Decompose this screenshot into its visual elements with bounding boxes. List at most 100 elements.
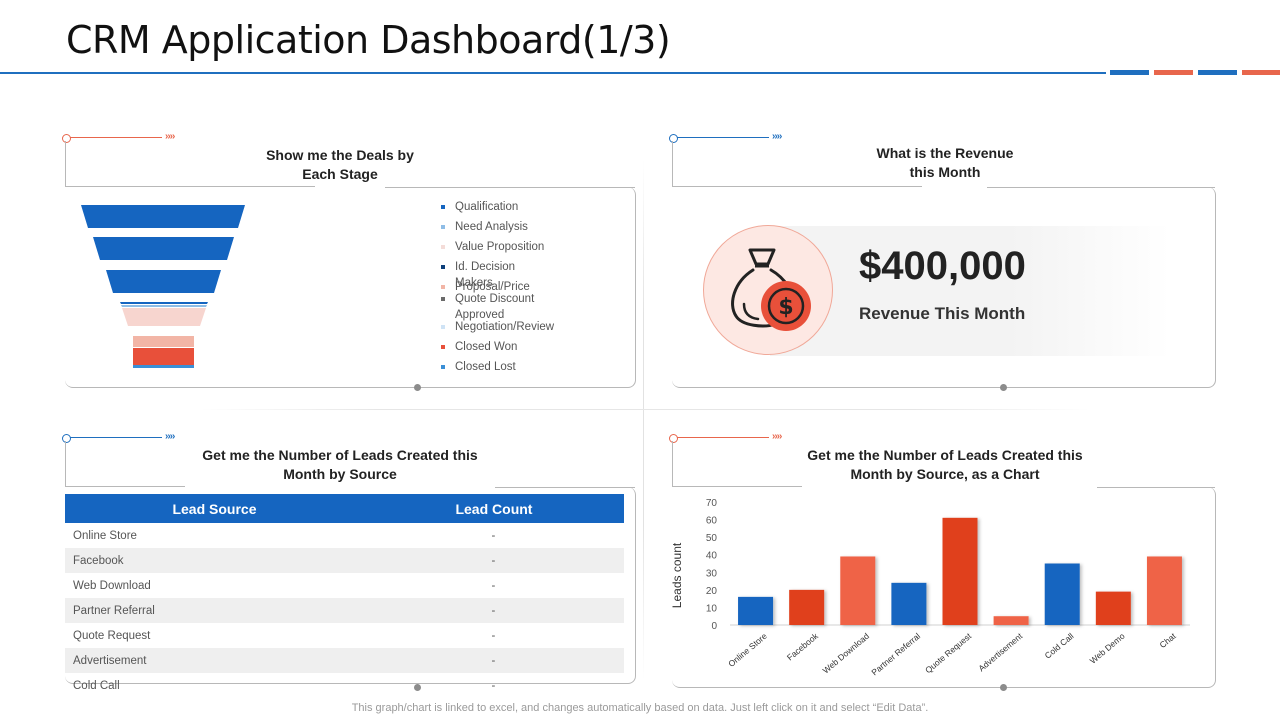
deals-funnel-chart [81, 205, 245, 368]
deals-panel-frame [65, 187, 636, 388]
panel-top-line [65, 186, 315, 187]
legend-label: Proposal/Price [455, 281, 530, 293]
panel-top-line [672, 186, 922, 187]
y-tick-label: 60 [706, 516, 718, 527]
panel-end-dot [414, 384, 421, 391]
bar-facebook[interactable] [789, 589, 825, 625]
y-axis-label: Leads count [670, 542, 684, 608]
legend-item: Value Proposition [441, 239, 544, 255]
funnel-stage-closed-won [133, 348, 194, 365]
x-tick-label: Online Store [726, 631, 769, 669]
panel-left-line [65, 441, 66, 487]
table-row[interactable]: Partner Referral - [65, 598, 624, 623]
chevrons-icon: ›››› [165, 431, 175, 442]
accent-bar-2 [1154, 70, 1193, 75]
panel-top-line [65, 486, 185, 487]
cell-lead-count: - [491, 629, 496, 642]
bar-web-download[interactable] [840, 556, 876, 625]
legend-swatch [441, 365, 445, 369]
y-tick-label: 10 [706, 603, 718, 614]
bar-quote-request[interactable] [942, 517, 978, 625]
legend-item: Qualification [441, 199, 518, 215]
legend-swatch [441, 297, 445, 301]
legend-item: Negotiation/Review [441, 319, 554, 335]
revenue-heading: What is the Revenue this Month [876, 145, 1014, 180]
leads-bar-chart: 0 10 20 30 40 50 60 70 Leads count Online Store Fa… [670, 498, 1190, 677]
legend-swatch [441, 285, 445, 289]
legend-label: Qualification [455, 201, 519, 213]
legend-swatch [441, 205, 445, 209]
connector-line [677, 137, 769, 138]
svg-text:$: $ [778, 295, 793, 320]
bar-web-demo[interactable] [1095, 591, 1131, 625]
bar-partner-referral[interactable] [891, 582, 927, 625]
leads-table-heading: Get me the Number of Leads Created this … [202, 447, 478, 482]
funnel-stage-closed-lost [133, 365, 194, 368]
title-underline [0, 72, 1106, 74]
y-tick-label: 0 [711, 621, 717, 632]
col-header-lead-source[interactable]: Lead Source [65, 494, 364, 523]
chevrons-icon: ›››› [165, 131, 175, 142]
bar-online-store[interactable] [738, 596, 774, 625]
connector-dot [669, 134, 678, 143]
table-row[interactable]: Web Download - [65, 573, 624, 598]
accent-bar-4 [1242, 70, 1280, 75]
page-title: CRM Application Dashboard(1/3) [66, 18, 671, 62]
bar-advertisement[interactable] [993, 616, 1029, 625]
cell-lead-count: - [363, 598, 624, 623]
panel-end-dot [1000, 384, 1007, 391]
funnel-stage-need-analysis [93, 237, 234, 260]
table-row[interactable]: Cold Call - [65, 673, 624, 698]
legend-label: Negotiation/Review [455, 321, 555, 333]
table-row[interactable]: Online Store - [65, 523, 624, 548]
funnel-stage-negotiation [133, 336, 194, 347]
funnel-stage-id-decision-makers [120, 302, 208, 304]
panel-left-line [65, 141, 66, 187]
col-header-lead-count[interactable]: Lead Count [363, 494, 624, 523]
legend-swatch [441, 345, 445, 349]
table-row[interactable]: Facebook - [65, 548, 624, 573]
y-tick-label: 20 [706, 586, 718, 597]
funnel-stage-proposal-price [121, 305, 207, 307]
cell-lead-source: Facebook [65, 548, 364, 573]
cell-lead-source: Web Download [73, 579, 151, 592]
x-tick-label: Facebook [785, 630, 821, 662]
legend-label: Value Proposition [455, 241, 545, 253]
y-tick-label: 70 [706, 498, 718, 509]
footer-note: This graph/chart is linked to excel, and… [351, 702, 929, 714]
legend-item: Id. Decision Makers [441, 259, 551, 291]
legend-item: Closed Lost [441, 359, 516, 375]
x-tick-label: Web Download [821, 631, 872, 676]
bar-chat[interactable] [1146, 556, 1182, 625]
chevrons-icon: ›››› [772, 131, 782, 142]
chevrons-icon: ›››› [772, 431, 782, 442]
cell-lead-source: Online Store [73, 529, 137, 542]
legend-label: Need Analysis [455, 221, 528, 233]
legend-swatch [441, 325, 445, 329]
revenue-panel-frame [672, 187, 1216, 388]
legend-item: Quote Discount Approved [441, 291, 551, 323]
revenue-card-background [770, 226, 1170, 356]
cell-lead-count: - [491, 529, 496, 542]
deals-heading: Show me the Deals by Each Stage [266, 147, 414, 182]
vertical-divider [643, 160, 644, 680]
funnel-stage-qualification [81, 205, 245, 228]
cell-lead-count: - [363, 548, 624, 573]
table-row[interactable]: Advertisement - [65, 648, 624, 673]
x-tick-label: Advertisement [976, 630, 1025, 673]
legend-swatch [441, 265, 445, 269]
connector-dot [669, 434, 678, 443]
table-row[interactable]: Quote Request - [65, 623, 624, 648]
cell-lead-source: Advertisement [65, 648, 364, 673]
revenue-value: $400,000 [859, 244, 1026, 288]
legend-label: Closed Lost [455, 361, 516, 373]
accent-bar-3 [1198, 70, 1237, 75]
money-bag-dollar-icon: $ [731, 248, 811, 331]
cell-lead-source: Partner Referral [65, 598, 364, 623]
legend-item: Closed Won [441, 339, 517, 355]
leads-chart-heading: Get me the Number of Leads Created this … [807, 447, 1083, 482]
connector-dot [62, 134, 71, 143]
leads-table: Lead Source Lead Count Online Store - Face… [65, 494, 624, 698]
y-tick-label: 40 [706, 551, 718, 562]
bar-cold-call[interactable] [1044, 563, 1080, 626]
